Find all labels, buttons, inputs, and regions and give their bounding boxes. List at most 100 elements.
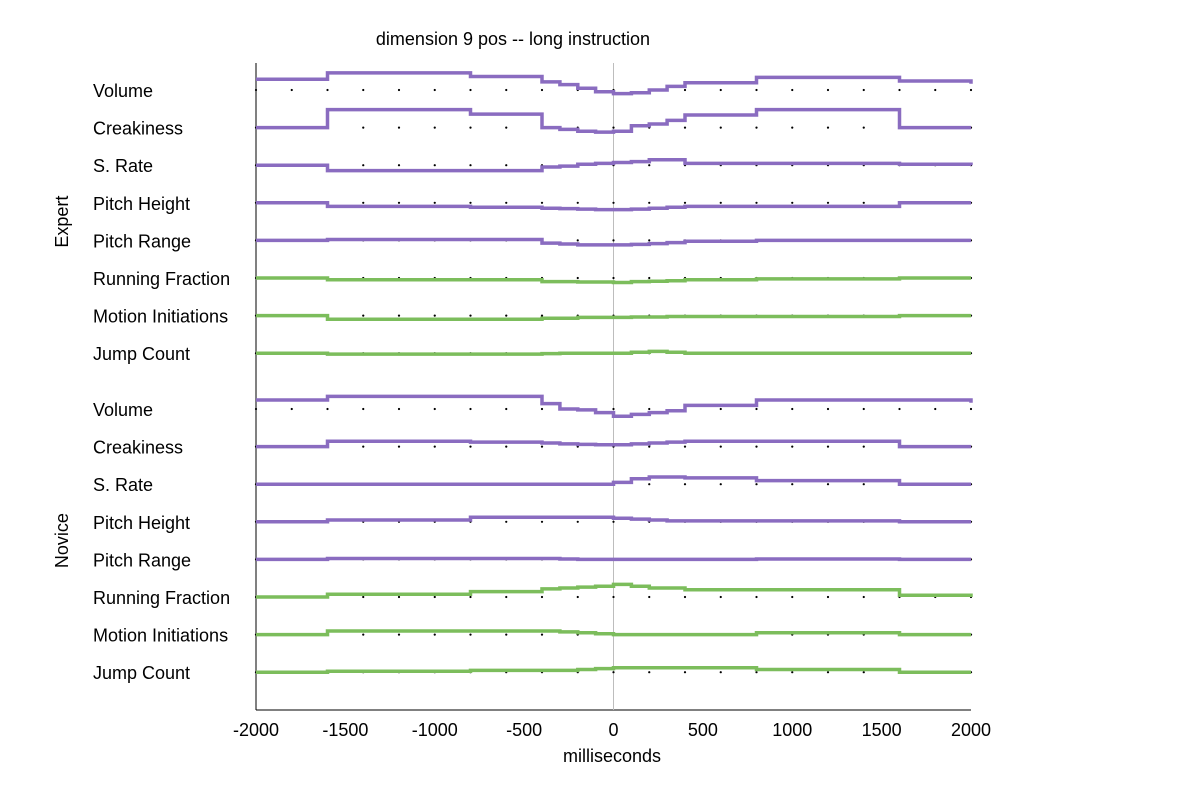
- series-line: [256, 313, 971, 321]
- series-rows: Volume Creakiness S. Rate Pitch Height Pitch…: [93, 71, 973, 683]
- series-row: Running Fraction: [93, 269, 973, 289]
- baseline-dot: [469, 633, 472, 636]
- baseline-dot: [469, 595, 472, 599]
- baseline-dot: [612, 671, 615, 674]
- group-label: Novice: [52, 513, 72, 568]
- baseline-dot: [362, 201, 365, 204]
- baseline-dot: [612, 201, 615, 204]
- baseline-dot: [362, 407, 365, 411]
- baseline-dot: [969, 407, 973, 411]
- row-label: Creakiness: [93, 119, 183, 139]
- row-label: Motion Initiations: [93, 307, 228, 327]
- baseline-dot: [791, 201, 794, 204]
- baseline-dot: [719, 595, 722, 599]
- baseline-dot: [791, 88, 794, 92]
- baseline-dot: [505, 164, 508, 167]
- baseline-dot: [576, 201, 579, 204]
- baseline-dot: [648, 239, 651, 242]
- baseline-dot: [397, 633, 401, 636]
- baseline-dot: [469, 164, 472, 167]
- baseline-dot: [397, 595, 401, 599]
- baseline-dot: [540, 445, 544, 448]
- baseline-dot: [469, 445, 472, 448]
- baseline-dot: [862, 88, 865, 92]
- row-label: Motion Initiations: [93, 626, 228, 646]
- row-label: Running Fraction: [93, 588, 230, 608]
- series-row: S. Rate: [93, 156, 973, 176]
- baseline-dot: [362, 314, 365, 317]
- baseline-dot: [648, 276, 651, 280]
- row-label: Pitch Range: [93, 550, 191, 570]
- baseline-dot: [755, 671, 758, 674]
- x-tick-label: -500: [506, 720, 542, 740]
- baseline-dot: [362, 595, 365, 599]
- baseline-dot: [969, 88, 973, 92]
- baseline-dot: [290, 407, 293, 411]
- baseline-dot: [505, 201, 508, 204]
- series-row: S. Rate: [93, 475, 973, 495]
- baseline-dot: [791, 407, 794, 411]
- series-row: Creakiness: [93, 107, 973, 139]
- x-axis-label: milliseconds: [563, 746, 661, 766]
- baseline-dot: [826, 407, 830, 411]
- baseline-dot: [326, 407, 329, 411]
- baseline-dot: [540, 520, 544, 523]
- baseline-dot: [862, 445, 865, 448]
- x-tick-label: 1000: [772, 720, 812, 740]
- series-line: [256, 439, 971, 449]
- baseline-dot: [791, 671, 794, 674]
- baseline-dot: [505, 407, 508, 411]
- baseline-dot: [362, 88, 365, 92]
- baseline-dot: [505, 88, 508, 92]
- baseline-dot: [433, 407, 436, 411]
- baseline-dot: [791, 595, 794, 599]
- baseline-dot: [755, 483, 758, 486]
- row-label: Pitch Height: [93, 513, 190, 533]
- x-tick-label: 2000: [951, 720, 991, 740]
- baseline-dot: [362, 126, 365, 129]
- baseline-dot: [648, 164, 651, 167]
- baseline-dot: [719, 671, 722, 674]
- baseline-dot: [683, 595, 687, 599]
- row-label: Running Fraction: [93, 269, 230, 289]
- baseline-dot: [540, 407, 544, 411]
- baseline-dot: [755, 201, 758, 204]
- baseline-dot: [397, 201, 401, 204]
- baseline-dot: [469, 201, 472, 204]
- baseline-dot: [755, 445, 758, 448]
- row-label: S. Rate: [93, 475, 153, 495]
- baseline-dot: [934, 88, 937, 92]
- row-label: Pitch Range: [93, 231, 191, 251]
- x-tick-label: 1500: [862, 720, 902, 740]
- baseline-dot: [612, 595, 615, 599]
- baseline-dot: [862, 201, 865, 204]
- series-line: [256, 107, 971, 134]
- baseline-dot: [397, 88, 401, 92]
- baseline-dot: [791, 483, 794, 486]
- x-tick-label: -1000: [412, 720, 458, 740]
- baseline-dot: [719, 88, 722, 92]
- baseline-dot: [683, 483, 687, 486]
- baseline-dot: [719, 483, 722, 486]
- baseline-dot: [505, 595, 508, 599]
- baseline-dot: [505, 126, 508, 129]
- series-row: Motion Initiations: [93, 626, 973, 646]
- baseline-dot: [254, 88, 258, 92]
- baseline-dot: [362, 164, 365, 167]
- baseline-dot: [433, 633, 436, 636]
- baseline-dot: [719, 445, 722, 448]
- series-line: [256, 201, 971, 212]
- baseline-dot: [576, 239, 579, 242]
- baseline-dot: [397, 314, 401, 317]
- baseline-dot: [648, 671, 651, 674]
- row-label: Volume: [93, 81, 153, 101]
- baseline-dot: [719, 126, 722, 129]
- baseline-dot: [683, 88, 687, 92]
- baseline-dot: [433, 201, 436, 204]
- series-row: Pitch Range: [93, 550, 973, 570]
- baseline-dot: [755, 595, 758, 599]
- baseline-dot: [397, 407, 401, 411]
- baseline-dot: [433, 314, 436, 317]
- baseline-dot: [469, 314, 472, 317]
- baseline-dot: [469, 88, 472, 92]
